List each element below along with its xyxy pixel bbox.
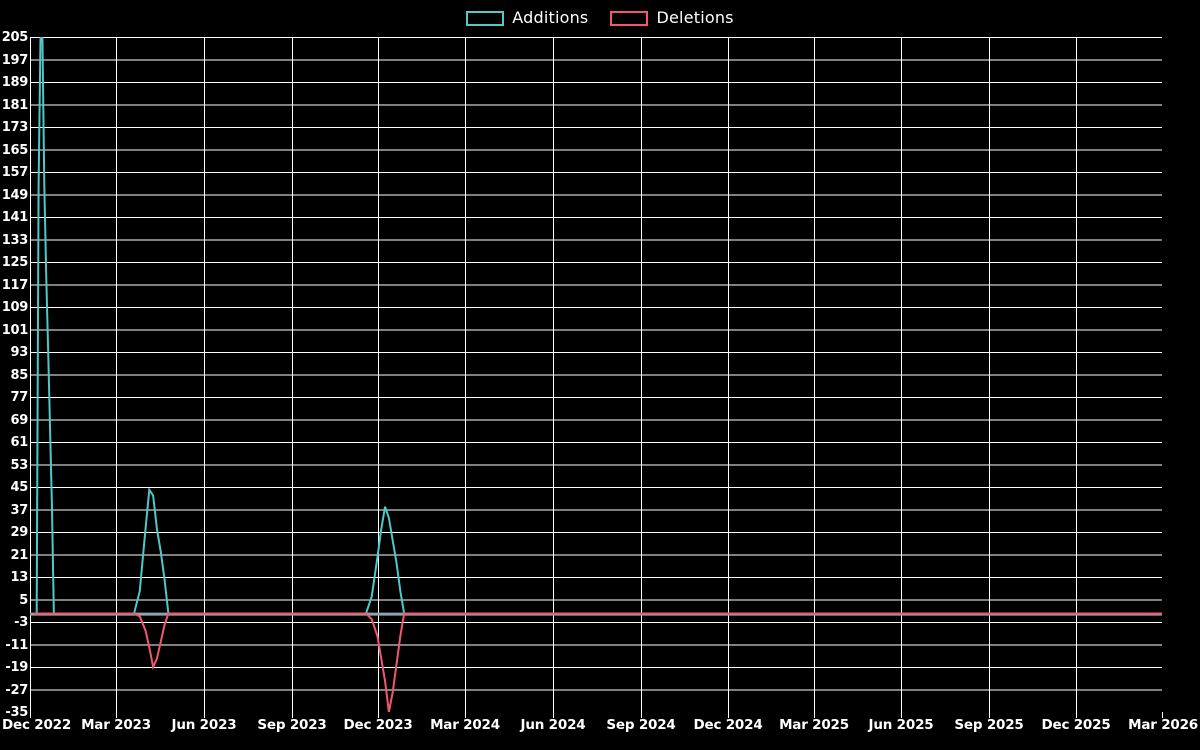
x-tick-mark (292, 712, 293, 718)
x-tick-mark (641, 712, 642, 718)
x-tick-label: Mar 2023 (81, 717, 151, 733)
x-tick-label: Sep 2024 (606, 717, 676, 733)
y-tick-label: 141 (1, 210, 29, 225)
x-tick-label: Sep 2023 (257, 717, 327, 733)
x-tick-label: Jun 2024 (520, 717, 586, 733)
y-tick-label: 133 (1, 232, 29, 248)
y-tick-label: 77 (10, 390, 29, 405)
y-tick-label: 69 (10, 412, 29, 428)
y-tick-label: 117 (1, 277, 29, 293)
legend-item-additions[interactable]: Additions (466, 10, 588, 26)
y-tick-label: -27 (5, 682, 28, 698)
y-tick-label: 189 (1, 75, 29, 90)
y-tick-label: 93 (10, 345, 29, 360)
y-tick-label: 181 (1, 97, 29, 113)
chart-legend: Additions Deletions (0, 4, 1200, 32)
plot-area (30, 37, 1162, 712)
x-tick-label: Mar 2026 (1128, 717, 1198, 733)
y-tick-label: 205 (1, 30, 29, 45)
x-tick-mark (30, 712, 31, 718)
x-tick-mark (901, 712, 902, 718)
y-tick-label: 53 (10, 457, 29, 473)
y-tick-label: 157 (1, 165, 29, 180)
x-tick-mark (116, 712, 117, 718)
y-tick-label: -11 (5, 637, 28, 653)
x-tick-mark (204, 712, 205, 718)
x-tick-label: Mar 2024 (430, 717, 500, 733)
y-tick-label: 165 (1, 142, 29, 158)
y-tick-label: -3 (14, 615, 28, 630)
y-tick-label: 61 (10, 435, 29, 450)
y-tick-label: 29 (10, 525, 29, 540)
series-line-deletions (33, 612, 1162, 712)
x-tick-label: Jun 2023 (171, 717, 237, 733)
x-tick-label: Dec 2022 (2, 717, 72, 733)
x-tick-mark (1076, 712, 1077, 718)
x-tick-mark (1162, 712, 1163, 718)
plot-svg (30, 37, 1162, 712)
vertical-gridlines (30, 37, 1077, 712)
legend-label-deletions: Deletions (656, 8, 734, 27)
legend-item-deletions[interactable]: Deletions (610, 8, 734, 27)
x-tick-mark (553, 712, 554, 718)
horizontal-gridlines (30, 37, 1162, 691)
y-tick-label: 13 (10, 570, 29, 585)
x-tick-label: Sep 2025 (954, 717, 1024, 733)
y-tick-label: 149 (1, 187, 29, 203)
y-tick-label: 101 (1, 322, 29, 338)
x-tick-mark (814, 712, 815, 718)
x-tick-label: Dec 2025 (1041, 717, 1111, 733)
x-tick-mark (465, 712, 466, 718)
x-tick-mark (989, 712, 990, 718)
y-tick-label: 173 (1, 120, 29, 135)
x-tick-label: Mar 2025 (779, 717, 849, 733)
x-tick-label: Dec 2024 (693, 717, 763, 733)
legend-label-additions: Additions (512, 8, 589, 27)
x-tick-mark (728, 712, 729, 718)
y-tick-label: 85 (10, 367, 29, 383)
x-tick-label: Jun 2025 (868, 717, 934, 733)
x-axis: Dec 2022 Mar 2023 Jun 2023 Sep 2023 Dec 2023… (0, 712, 1200, 750)
y-tick-label: 5 (19, 592, 28, 608)
legend-swatch-deletions-icon (610, 10, 649, 26)
y-tick-label: 45 (10, 480, 29, 495)
x-tick-mark (378, 712, 379, 718)
x-tick-label: Dec 2023 (343, 717, 413, 733)
y-tick-label: 125 (1, 255, 29, 270)
y-tick-label: 37 (10, 502, 29, 518)
series-lines (33, 37, 1162, 712)
y-tick-label: 21 (10, 547, 29, 563)
legend-swatch-additions-icon (466, 10, 505, 26)
y-axis: 205 197 189 181 173 165 157 149 141 133 125 117 109 1… (0, 0, 29, 750)
series-line-additions (33, 37, 1162, 615)
y-tick-label: 109 (1, 300, 29, 315)
y-tick-label: 197 (1, 52, 29, 68)
y-tick-label: -19 (5, 660, 28, 675)
y-tick-label: -35 (5, 705, 28, 720)
